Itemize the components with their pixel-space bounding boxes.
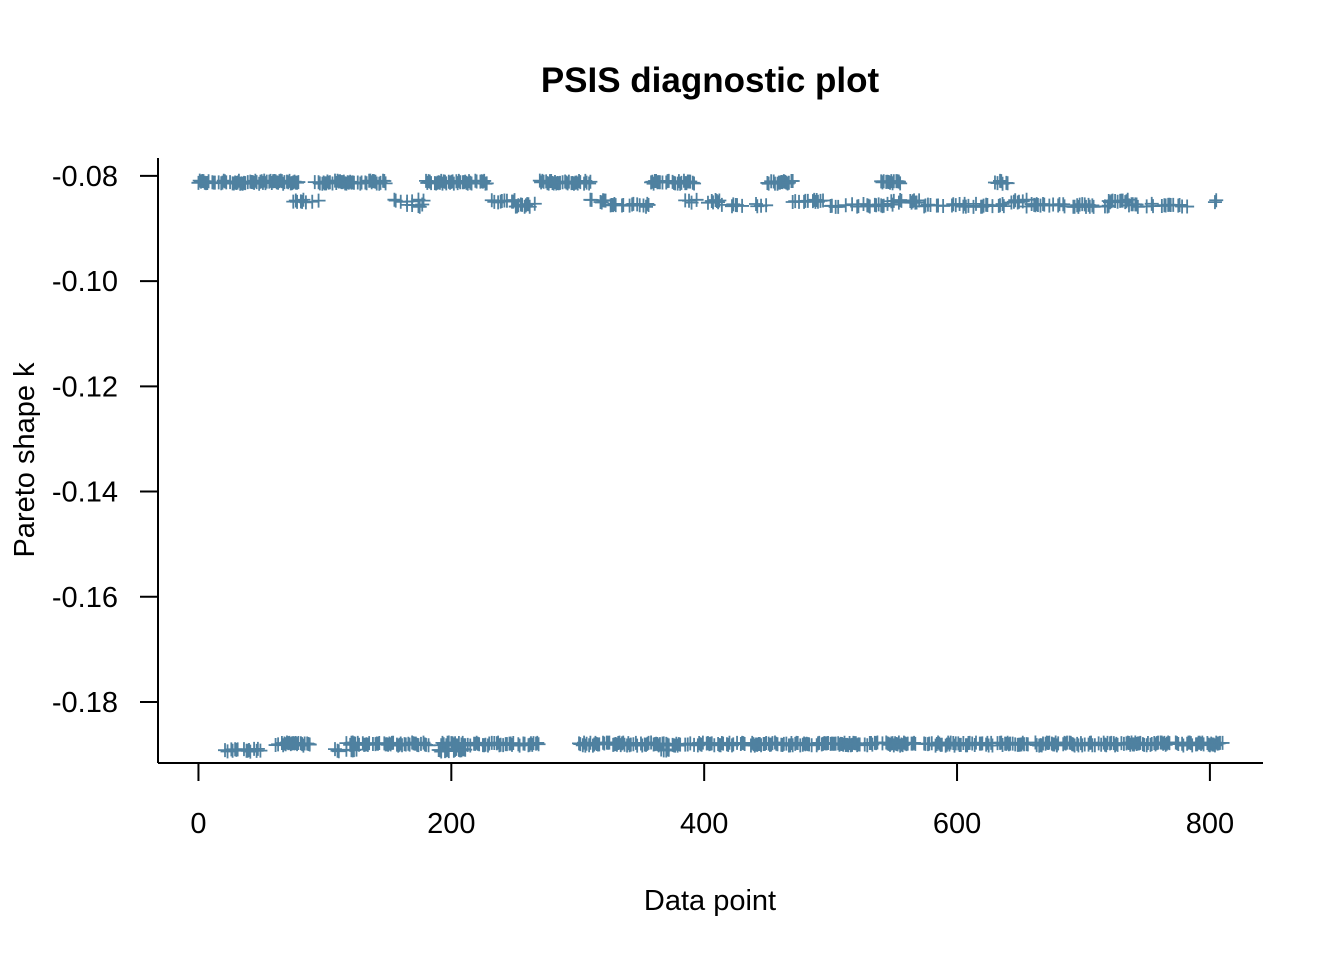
data-point: [412, 199, 427, 214]
data-point: [387, 192, 402, 207]
data-point: [296, 192, 311, 207]
data-point: [893, 176, 908, 191]
data-point: [996, 199, 1011, 214]
data-point: [1110, 737, 1125, 752]
data-point: [759, 198, 774, 213]
data-point: [530, 735, 545, 750]
y-tick-label: -0.12: [52, 371, 118, 403]
y-axis-title: Pareto shape k: [9, 362, 41, 558]
x-tick-label: 800: [1186, 808, 1234, 840]
y-tick-label: -0.16: [52, 582, 118, 614]
x-tick-label: 200: [427, 808, 475, 840]
data-point: [378, 176, 393, 191]
data-point: [1049, 738, 1064, 753]
data-point: [479, 176, 494, 191]
data-point: [1101, 198, 1116, 213]
data-point: [1207, 195, 1222, 210]
y-tick-label: -0.18: [52, 687, 118, 719]
data-point: [349, 742, 364, 757]
y-tick-label: -0.14: [52, 477, 118, 509]
data-point: [253, 743, 268, 758]
y-ticks: -0.18 -0.16 -0.14 -0.12 -0.10 -0.08: [52, 161, 158, 719]
data-point: [687, 176, 702, 191]
x-tick-label: 400: [680, 808, 728, 840]
chart-title: PSIS diagnostic plot: [541, 61, 880, 100]
data-point: [909, 195, 924, 210]
data-point: [785, 174, 800, 189]
data-point: [377, 173, 392, 188]
x-tick-label: 600: [933, 808, 981, 840]
x-axis-title: Data point: [644, 885, 776, 917]
data-point: [1172, 197, 1187, 212]
data-point: [995, 197, 1010, 212]
data-point: [607, 196, 622, 211]
data-point: [331, 744, 346, 759]
data-point: [661, 742, 676, 757]
axes: [157, 158, 1263, 764]
data-point: [639, 199, 654, 214]
data-point: [885, 197, 900, 212]
data-point: [641, 197, 656, 212]
data-point: [1180, 199, 1195, 214]
data-point: [891, 174, 906, 189]
data-point: [838, 198, 853, 213]
data-point: [250, 741, 265, 756]
data-point: [531, 737, 546, 752]
data-point: [1129, 197, 1144, 212]
data-point: [583, 174, 598, 189]
data-point: [469, 735, 484, 750]
data-points: [191, 173, 1230, 759]
data-point: [594, 195, 609, 210]
data-point: [1085, 198, 1100, 213]
data-point: [311, 193, 326, 208]
data-point: [305, 194, 320, 209]
data-point: [891, 195, 906, 210]
y-tick-label: -0.08: [52, 161, 118, 193]
data-point: [421, 738, 436, 753]
data-point: [1056, 197, 1071, 212]
data-point: [458, 742, 473, 757]
x-ticks: 0 200 400 600 800: [190, 763, 1234, 840]
data-point: [735, 198, 750, 213]
data-point: [1209, 193, 1224, 208]
data-point: [640, 196, 655, 211]
data-point: [302, 737, 317, 752]
data-point: [477, 173, 492, 188]
data-point: [1000, 176, 1015, 191]
data-point: [689, 192, 704, 207]
data-point: [527, 196, 542, 211]
data-point: [767, 735, 782, 750]
data-point: [1144, 196, 1159, 211]
x-tick-label: 0: [190, 808, 206, 840]
data-point: [415, 197, 430, 212]
data-point: [831, 199, 846, 214]
data-point: [816, 193, 831, 208]
data-point: [948, 198, 963, 213]
data-point: [582, 176, 597, 191]
data-point: [1215, 735, 1230, 750]
data-point: [291, 175, 306, 190]
y-tick-label: -0.10: [52, 266, 118, 298]
